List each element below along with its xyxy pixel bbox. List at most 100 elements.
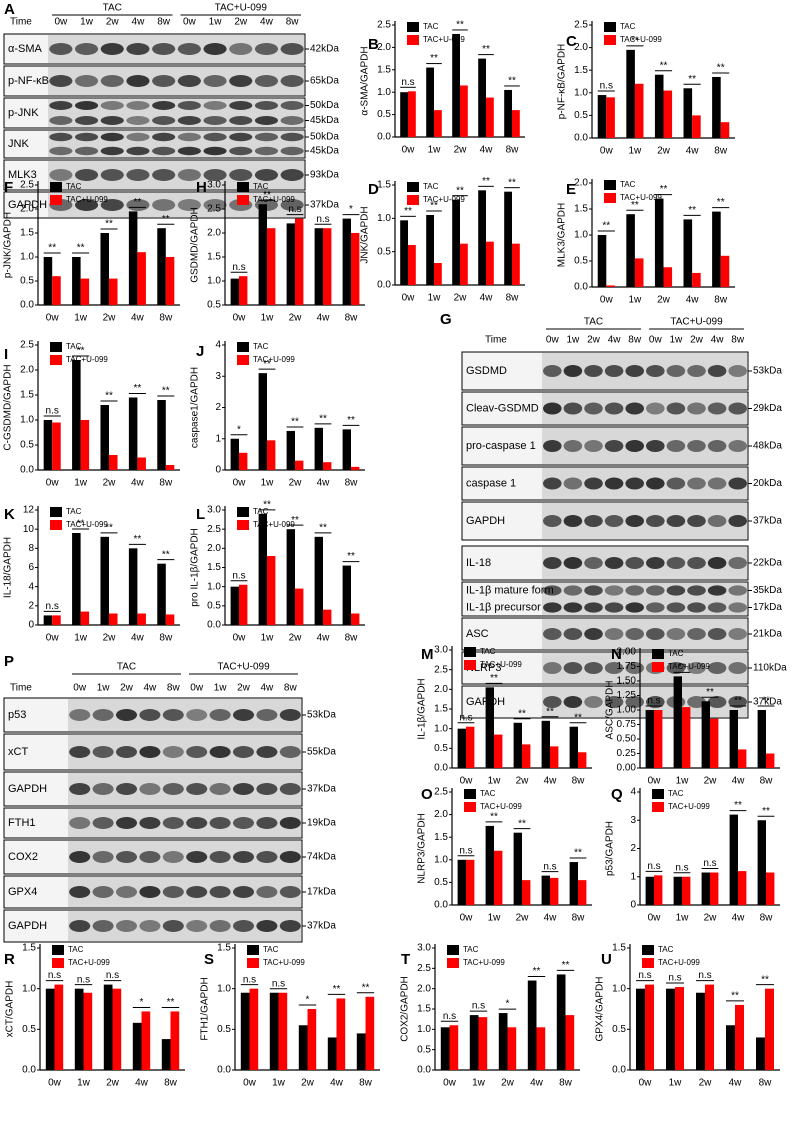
- band: [209, 920, 231, 932]
- bar: [365, 996, 375, 1070]
- band: [100, 169, 124, 181]
- x-tick-label: 1w: [261, 633, 275, 644]
- row-name: GAPDH: [8, 920, 47, 932]
- band: [687, 402, 706, 415]
- x-tick-label: 8w: [572, 776, 586, 787]
- bar: [440, 1027, 450, 1070]
- x-tick-label: 8w: [506, 145, 520, 156]
- x-tick-label: 4w: [480, 145, 494, 156]
- bar: [45, 988, 55, 1070]
- size-label: 17kDa: [753, 602, 782, 613]
- y-tick-label: 0.0: [20, 300, 34, 311]
- significance: **: [291, 515, 299, 526]
- y-axis-label: p-NF-κB/GAPDH: [557, 44, 568, 120]
- bar: [513, 722, 522, 768]
- y-axis-label: IL-1β/GAPDH: [417, 678, 428, 739]
- bar: [645, 876, 654, 905]
- bar: [80, 611, 90, 625]
- bar: [469, 1015, 479, 1070]
- x-tick-label: 4w: [317, 478, 331, 489]
- band: [666, 440, 686, 452]
- band: [604, 440, 624, 452]
- band: [100, 43, 124, 55]
- band: [152, 146, 176, 156]
- lane-label: 1w: [214, 683, 228, 694]
- x-tick-label: 4w: [530, 1078, 544, 1089]
- bar: [72, 533, 81, 625]
- band: [604, 365, 624, 377]
- size-label: 17kDa: [307, 887, 336, 898]
- band: [543, 602, 562, 613]
- significance: **: [291, 417, 299, 428]
- bar: [286, 223, 295, 305]
- bar: [323, 228, 332, 305]
- y-tick-label: 2.0: [434, 684, 448, 695]
- band: [279, 746, 301, 758]
- band: [584, 557, 603, 569]
- y-tick-label: 2.5: [434, 664, 448, 675]
- bar: [137, 613, 146, 625]
- band: [563, 662, 583, 674]
- legend-label: TAC: [68, 945, 84, 954]
- y-axis-label: IL-18/GAPDH: [3, 537, 14, 598]
- x-tick-label: 0w: [600, 295, 614, 306]
- x-tick-label: 4w: [544, 776, 558, 787]
- significance: **: [546, 706, 554, 717]
- bar: [230, 438, 239, 470]
- band: [728, 365, 747, 377]
- legend-label: TAC+U-099: [253, 520, 295, 529]
- y-tick-label: 2.5: [20, 340, 34, 351]
- band: [162, 746, 184, 758]
- lane-label: 4w: [261, 683, 275, 694]
- band: [584, 365, 603, 377]
- band: [707, 696, 727, 708]
- bar: [269, 992, 279, 1070]
- row-name: p-JNK: [8, 107, 39, 119]
- bar: [766, 872, 775, 905]
- x-tick-label: 1w: [428, 293, 442, 304]
- y-axis-label: COX2/GAPDH: [400, 976, 411, 1042]
- y-tick-label: 0.5: [22, 1024, 36, 1035]
- significance: **: [162, 214, 170, 225]
- x-tick-label: 8w: [345, 478, 359, 489]
- band: [162, 851, 184, 863]
- x-tick-label: 0w: [46, 478, 60, 489]
- row-name: IL-1β mature form: [466, 584, 554, 596]
- y-tick-label: 1.0: [377, 87, 391, 98]
- size-label: 45kDa: [310, 146, 339, 157]
- band: [584, 440, 603, 452]
- significance: **: [430, 201, 438, 212]
- y-tick-label: 0.5: [377, 246, 391, 257]
- bar: [710, 718, 719, 768]
- size-label: 35kDa: [753, 585, 782, 596]
- bar: [342, 429, 351, 470]
- y-tick-label: 0.5: [574, 256, 588, 267]
- significance: **: [688, 74, 696, 85]
- band: [604, 662, 624, 674]
- band: [646, 602, 665, 613]
- band: [584, 602, 603, 613]
- bar: [298, 1025, 308, 1070]
- lane-label: 1w: [670, 335, 684, 346]
- size-label: 45kDa: [310, 115, 339, 126]
- bar: [494, 734, 503, 768]
- x-tick-label: 1w: [676, 776, 690, 787]
- bar: [494, 850, 503, 905]
- bar: [307, 1009, 317, 1070]
- band: [687, 585, 706, 596]
- significance: **: [162, 386, 170, 397]
- band: [625, 515, 644, 527]
- legend-swatch: [50, 195, 62, 205]
- bar: [54, 984, 64, 1070]
- legend-label: TAC+U-099: [620, 193, 662, 202]
- significance: **: [456, 185, 464, 196]
- band: [707, 515, 727, 527]
- x-tick-label: 8w: [345, 633, 359, 644]
- legend-swatch: [642, 945, 654, 955]
- bar: [457, 859, 466, 905]
- bar: [522, 880, 531, 905]
- band: [625, 557, 644, 569]
- legend-label: TAC: [66, 182, 82, 191]
- significance: n.s: [459, 712, 472, 723]
- band: [256, 851, 278, 863]
